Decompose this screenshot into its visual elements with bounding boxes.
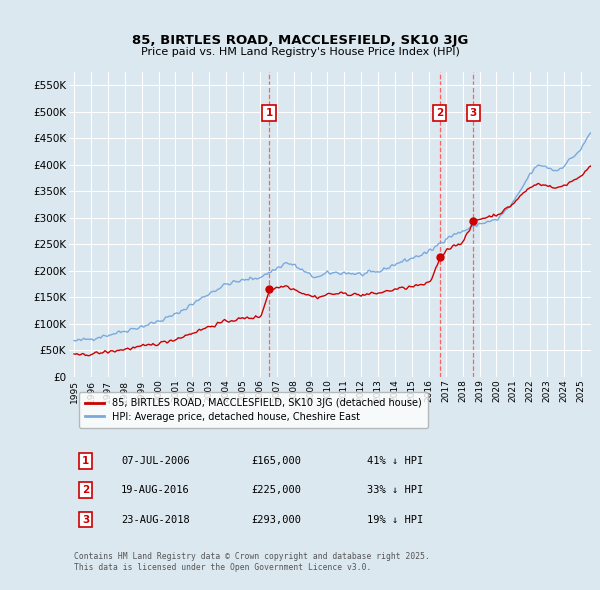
Text: 19% ↓ HPI: 19% ↓ HPI [367,514,423,525]
Text: 3: 3 [82,514,89,525]
Text: 3: 3 [470,108,477,118]
Text: 2: 2 [82,485,89,495]
Text: £165,000: £165,000 [252,455,302,466]
Text: £225,000: £225,000 [252,485,302,495]
Text: 19-AUG-2016: 19-AUG-2016 [121,485,190,495]
Text: 23-AUG-2018: 23-AUG-2018 [121,514,190,525]
Text: £293,000: £293,000 [252,514,302,525]
Text: 2: 2 [436,108,443,118]
Text: 1: 1 [82,455,89,466]
Text: Price paid vs. HM Land Registry's House Price Index (HPI): Price paid vs. HM Land Registry's House … [140,47,460,57]
Text: 07-JUL-2006: 07-JUL-2006 [121,455,190,466]
Text: 1: 1 [265,108,272,118]
Legend: 85, BIRTLES ROAD, MACCLESFIELD, SK10 3JG (detached house), HPI: Average price, d: 85, BIRTLES ROAD, MACCLESFIELD, SK10 3JG… [79,392,428,428]
Text: 41% ↓ HPI: 41% ↓ HPI [367,455,423,466]
Text: Contains HM Land Registry data © Crown copyright and database right 2025.
This d: Contains HM Land Registry data © Crown c… [74,552,430,572]
Text: 33% ↓ HPI: 33% ↓ HPI [367,485,423,495]
Text: 85, BIRTLES ROAD, MACCLESFIELD, SK10 3JG: 85, BIRTLES ROAD, MACCLESFIELD, SK10 3JG [132,34,468,47]
